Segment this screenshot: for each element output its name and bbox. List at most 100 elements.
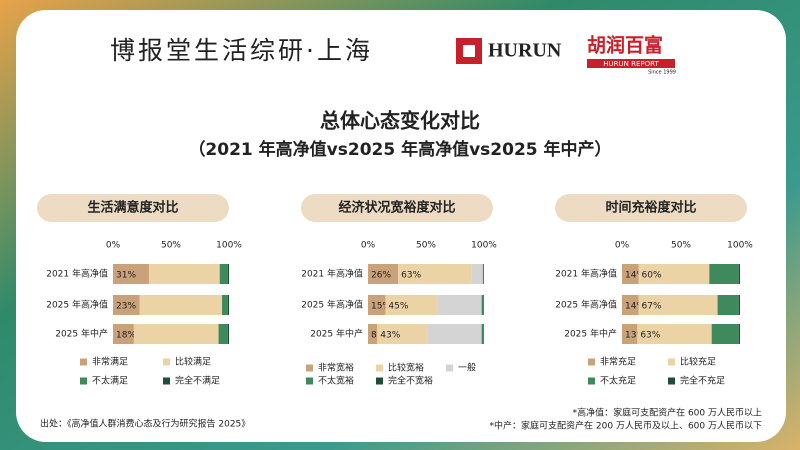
- data-label: 15%: [371, 302, 391, 312]
- legend-label: 完全不充足: [680, 375, 725, 387]
- legend-label: 比较充足: [680, 356, 716, 368]
- y-tick-label: 2021 年高净值: [46, 268, 108, 280]
- legend-label: 不太满足: [92, 375, 128, 387]
- title: 总体心态变化对比: [320, 109, 480, 133]
- data-label: 18%: [116, 331, 136, 341]
- legend-label: 非常宽裕: [318, 362, 354, 374]
- bar-segment: [622, 295, 639, 315]
- legend-label: 不太充足: [600, 375, 636, 387]
- data-label: 14%: [625, 271, 645, 281]
- y-tick-label: 2025 年高净值: [301, 299, 363, 311]
- legend-swatch: [588, 358, 595, 366]
- brand: 博报堂生活综研·上海: [110, 36, 373, 65]
- x-tick-label: 50%: [161, 241, 181, 251]
- chart-title: 时间充裕度对比: [605, 200, 696, 216]
- data-label: 31%: [116, 271, 136, 281]
- y-tick-label: 2025 年高净值: [46, 299, 108, 311]
- legend-swatch: [376, 377, 383, 385]
- y-tick-label: 2025 年中产: [564, 328, 617, 340]
- section-pill: [37, 194, 229, 222]
- legend-label: 完全不宽裕: [388, 375, 433, 387]
- legend-swatch: [376, 364, 383, 372]
- logo-sub: HURUN REPORT: [603, 60, 659, 68]
- data-label: 45%: [388, 302, 408, 312]
- data-label: 43%: [380, 331, 400, 341]
- logo-cn: 胡润百富: [587, 34, 663, 57]
- y-tick-label: 2021 年高净值: [555, 268, 617, 280]
- bar-segment: [638, 295, 718, 315]
- bar-segment: [377, 324, 428, 344]
- bar-segment: [133, 324, 219, 344]
- bar-segment: [427, 324, 482, 344]
- bar-segment: [368, 324, 378, 344]
- bar-segment: [738, 295, 740, 315]
- x-tick-label: 0%: [361, 241, 376, 251]
- data-label: 67%: [642, 302, 662, 312]
- data-label: 63%: [401, 271, 421, 281]
- bar-segment: [368, 264, 399, 284]
- bar-segment: [471, 264, 483, 284]
- bar-segment: [385, 295, 438, 315]
- data-label: 23%: [116, 302, 136, 312]
- legend-label: 不太宽裕: [318, 375, 354, 387]
- note: *中产：家庭可支配资产在 200 万人民币及以上、600 万人民币以下: [490, 420, 762, 432]
- x-tick-label: 50%: [671, 241, 691, 251]
- logo-bar: [587, 59, 675, 68]
- bar-segment: [637, 324, 712, 344]
- legend-label: 比较满足: [175, 356, 211, 368]
- legend-label: 完全不满足: [175, 375, 220, 387]
- legend-swatch: [163, 358, 170, 366]
- bar-segment: [638, 264, 710, 284]
- bar-segment: [482, 264, 484, 284]
- logo-text: HURUN: [488, 40, 562, 62]
- y-tick-label: 2025 年中产: [55, 328, 108, 340]
- bar-segment: [711, 324, 739, 344]
- bar-segment: [622, 264, 639, 284]
- note: *高净值：家庭可支配资产在 600 万人民币以上: [573, 407, 762, 419]
- legend-label: 比较宽裕: [388, 362, 424, 374]
- bar-segment: [113, 264, 149, 284]
- section-pill: [301, 194, 493, 222]
- bar-segment: [113, 324, 134, 344]
- bar-segment: [437, 295, 482, 315]
- logo-since: Since 1999: [648, 70, 676, 76]
- x-tick-label: 100%: [471, 241, 497, 251]
- bar-segment: [218, 324, 228, 344]
- bar-segment: [219, 264, 228, 284]
- bar-segment: [148, 264, 220, 284]
- legend-swatch: [80, 377, 87, 385]
- bar-segment: [227, 324, 229, 344]
- bar-segment: [717, 295, 739, 315]
- source: 出处：《高净值人群消费心态及行为研究报告 2025》: [40, 418, 250, 430]
- legend-swatch: [306, 364, 313, 372]
- bar-segment: [481, 295, 484, 315]
- legend-swatch: [80, 358, 87, 366]
- bar-segment: [139, 295, 223, 315]
- bar-segment: [738, 324, 740, 344]
- chart-title: 生活满意度对比: [87, 200, 178, 216]
- bar-segment: [222, 295, 228, 315]
- bar-segment: [113, 295, 140, 315]
- data-label: 14%: [625, 302, 645, 312]
- data-label: 60%: [642, 271, 662, 281]
- data-label: 13%: [625, 331, 645, 341]
- x-tick-label: 0%: [106, 241, 121, 251]
- y-tick-label: 2021 年高净值: [301, 268, 363, 280]
- data-label: 26%: [371, 271, 391, 281]
- legend-swatch: [446, 364, 453, 372]
- y-tick-label: 2025 年中产: [310, 328, 363, 340]
- legend-swatch: [306, 377, 313, 385]
- bar-segment: [368, 295, 386, 315]
- bar-segment: [481, 324, 484, 344]
- legend-swatch: [668, 358, 675, 366]
- bar-segment: [622, 324, 638, 344]
- bar-segment: [227, 264, 229, 284]
- bar-segment: [738, 264, 740, 284]
- x-tick-label: 0%: [615, 241, 630, 251]
- legend-label: 一般: [458, 362, 476, 374]
- bar-segment: [227, 295, 229, 315]
- x-tick-label: 50%: [416, 241, 436, 251]
- y-tick-label: 2025 年高净值: [555, 299, 617, 311]
